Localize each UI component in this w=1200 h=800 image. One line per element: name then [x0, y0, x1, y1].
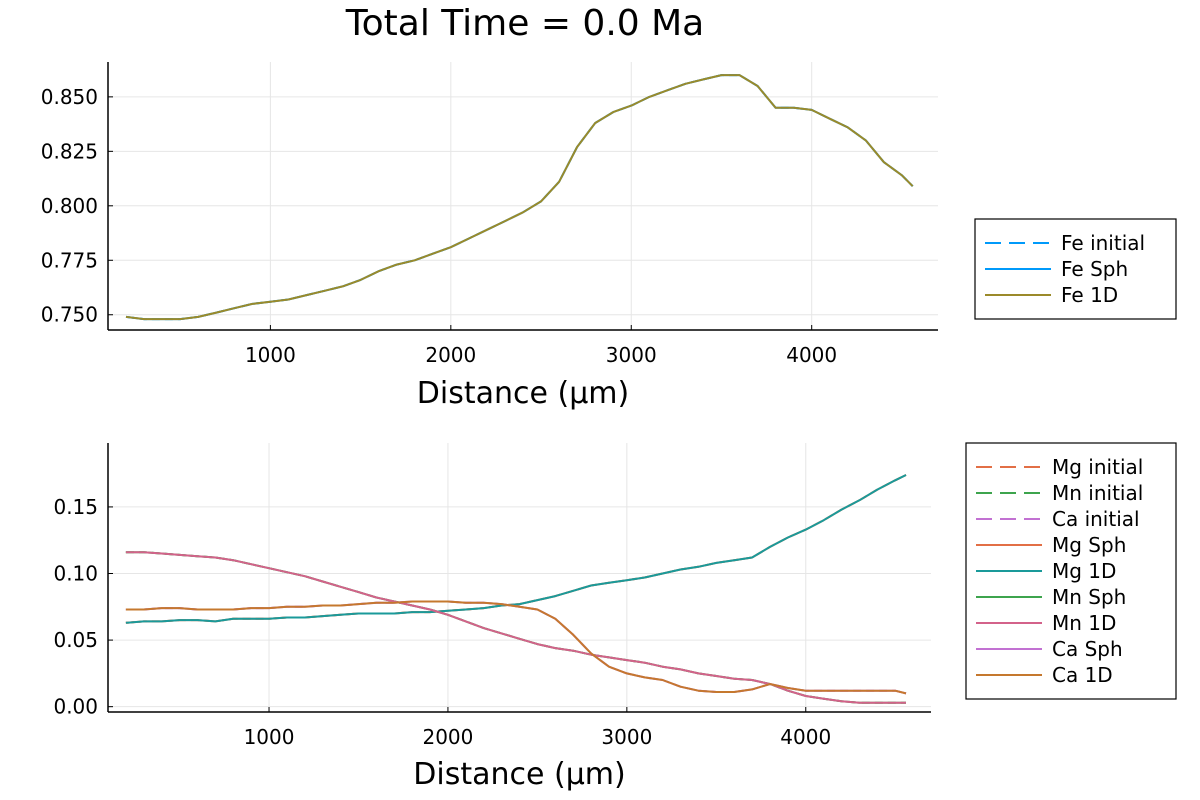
legend-label-mn-1d: Mn 1D [1052, 611, 1116, 635]
series-line-mn-sph [125, 551, 906, 704]
series-line-fe-1d [125, 74, 914, 321]
legend-label-ca-initial: Ca initial [1052, 507, 1140, 531]
legend-label-ca-sph: Ca Sph [1052, 637, 1123, 661]
x-tick-label: 1000 [245, 343, 296, 367]
y-tick-label: 0.00 [53, 695, 98, 719]
y-tick-label: 0.15 [53, 495, 98, 519]
legend-label-mg-1d: Mg 1D [1052, 559, 1116, 583]
series-line-mn-initial [125, 551, 906, 704]
x-axis-label: Distance (μm) [417, 376, 629, 411]
x-tick-label: 3000 [601, 725, 652, 749]
series-line-mg-sph [125, 474, 907, 624]
x-tick-label: 2000 [422, 725, 473, 749]
series-line-mn-1d [125, 551, 906, 704]
legend-label-fe-1d: Fe 1D [1061, 283, 1118, 307]
y-tick-label: 0.10 [53, 562, 98, 586]
series-line-mg-1d [125, 474, 907, 624]
y-tick-label: 0.850 [41, 85, 98, 109]
mg-mn-ca-panel: 1000 2000 3000 4000 0.00 0.05 0.10 0.15 Distance… [53, 442, 1177, 792]
legend-label-fe-sph: Fe Sph [1061, 257, 1128, 281]
fe-panel: 1000 2000 3000 4000 0.750 0.775 0.800 0.825 0.85… [41, 62, 1177, 411]
series-line-ca-1d [125, 600, 907, 695]
series-line-mg-initial [125, 474, 907, 624]
chart-title: Total Time = 0.0 Ma [345, 3, 705, 44]
series-line-fe-sph [125, 74, 914, 321]
legend-label-mg-sph: Mg Sph [1052, 533, 1126, 557]
x-tick-label: 4000 [786, 343, 837, 367]
x-tick-label: 1000 [244, 725, 295, 749]
y-tick-label: 0.750 [41, 303, 98, 327]
legend-label-mg-initial: Mg initial [1052, 455, 1143, 479]
legend-label-ca-1d: Ca 1D [1052, 663, 1113, 687]
x-tick-label: 4000 [780, 725, 831, 749]
legend-label-fe-initial: Fe initial [1061, 231, 1145, 255]
series-line-ca-sph [125, 600, 907, 695]
y-tick-label: 0.05 [53, 628, 98, 652]
series-line-fe-initial [125, 74, 914, 321]
x-axis-label: Distance (μm) [413, 757, 625, 792]
x-tick-label: 3000 [606, 343, 657, 367]
y-tick-label: 0.825 [41, 139, 98, 163]
y-tick-label: 0.800 [41, 194, 98, 218]
y-tick-label: 0.775 [41, 248, 98, 272]
legend-label-mn-sph: Mn Sph [1052, 585, 1126, 609]
series-line-ca-initial [125, 600, 907, 695]
legend-label-mn-initial: Mn initial [1052, 481, 1143, 505]
x-tick-label: 2000 [425, 343, 476, 367]
